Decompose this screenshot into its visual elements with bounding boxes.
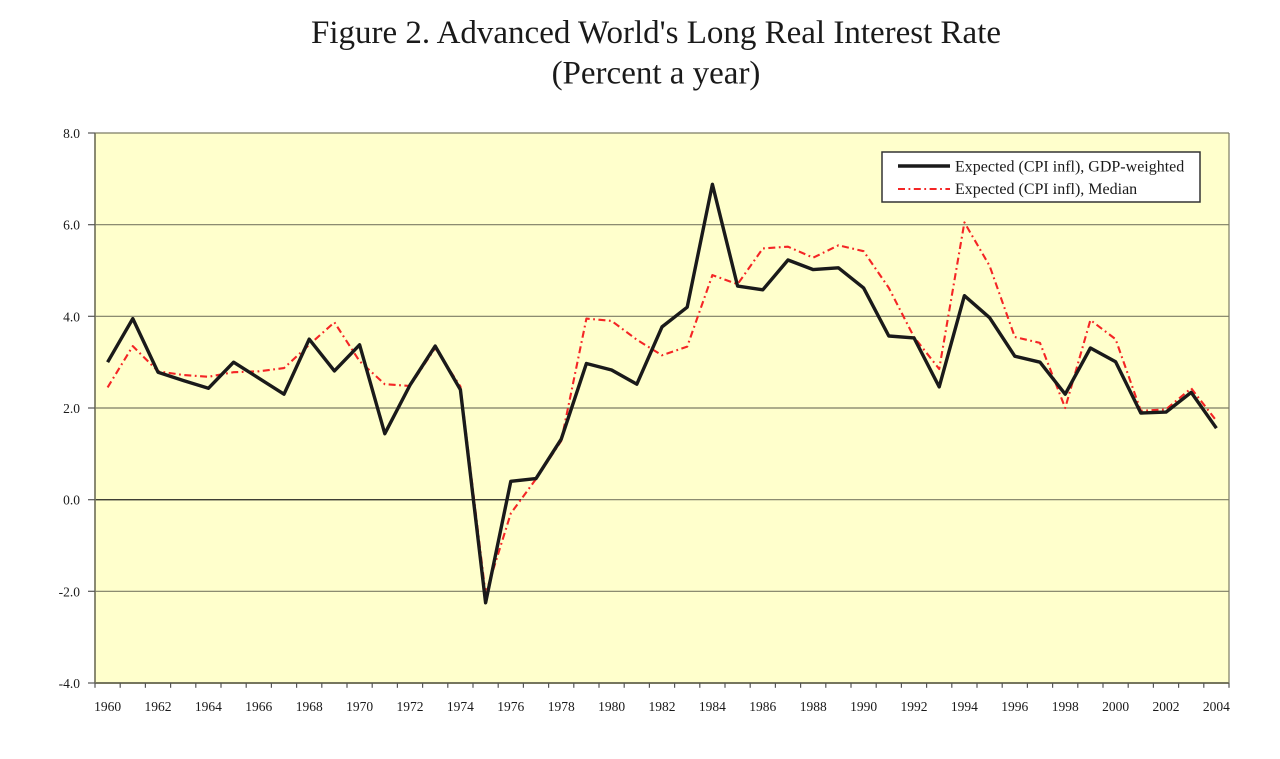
- svg-text:1988: 1988: [800, 699, 827, 714]
- svg-text:Figure 2. Advanced World's Lon: Figure 2. Advanced World's Long Real Int…: [311, 15, 1001, 51]
- svg-text:1984: 1984: [699, 699, 726, 714]
- svg-text:1970: 1970: [346, 699, 373, 714]
- svg-text:1986: 1986: [749, 699, 776, 714]
- svg-text:1980: 1980: [598, 699, 625, 714]
- svg-text:Expected (CPI infl), Median: Expected (CPI infl), Median: [955, 181, 1137, 198]
- svg-text:2.0: 2.0: [63, 401, 80, 416]
- svg-text:-4.0: -4.0: [59, 676, 81, 691]
- svg-text:1962: 1962: [145, 699, 172, 714]
- svg-text:1966: 1966: [245, 699, 272, 714]
- svg-text:1996: 1996: [1001, 699, 1028, 714]
- svg-text:1960: 1960: [94, 699, 121, 714]
- svg-text:1964: 1964: [195, 699, 222, 714]
- svg-text:4.0: 4.0: [63, 309, 80, 324]
- svg-text:6.0: 6.0: [63, 218, 80, 233]
- svg-text:2004: 2004: [1203, 699, 1230, 714]
- svg-text:(Percent a year): (Percent a year): [552, 56, 761, 92]
- svg-text:-2.0: -2.0: [59, 584, 81, 599]
- svg-text:1992: 1992: [901, 699, 928, 714]
- svg-text:0.0: 0.0: [63, 493, 80, 508]
- svg-text:1994: 1994: [951, 699, 978, 714]
- svg-text:1974: 1974: [447, 699, 474, 714]
- svg-text:2002: 2002: [1153, 699, 1180, 714]
- svg-text:8.0: 8.0: [63, 126, 80, 141]
- svg-text:1982: 1982: [649, 699, 676, 714]
- svg-text:2000: 2000: [1102, 699, 1129, 714]
- svg-text:1972: 1972: [397, 699, 424, 714]
- svg-text:1990: 1990: [850, 699, 877, 714]
- svg-text:1968: 1968: [296, 699, 323, 714]
- svg-text:1976: 1976: [497, 699, 524, 714]
- svg-text:1998: 1998: [1052, 699, 1079, 714]
- svg-text:Expected (CPI infl), GDP-weigh: Expected (CPI infl), GDP-weighted: [955, 159, 1184, 176]
- svg-text:1978: 1978: [548, 699, 575, 714]
